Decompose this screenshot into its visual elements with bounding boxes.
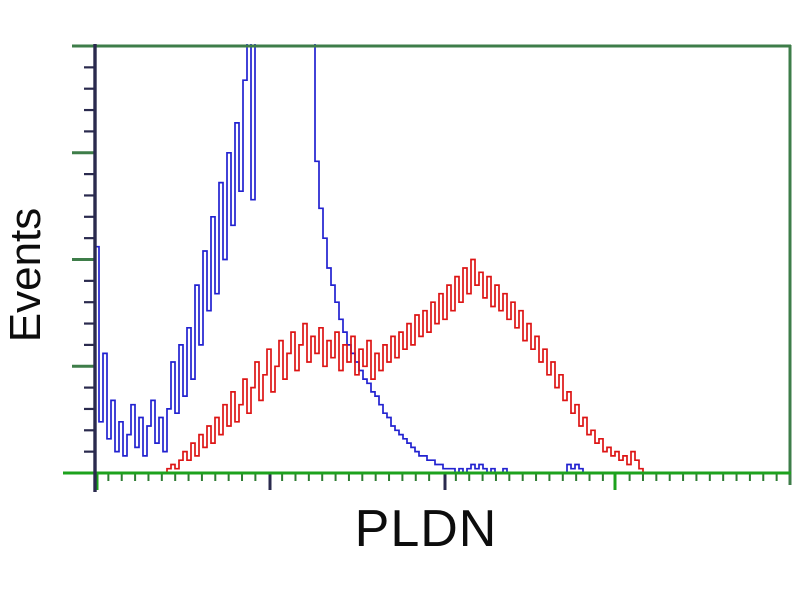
x-axis-label: PLDN — [355, 500, 498, 558]
y-axis-ticks — [72, 44, 95, 475]
y-axis-label: Events — [1, 208, 50, 343]
sample-series-trace — [95, 258, 790, 474]
x-axis-ticks — [95, 473, 778, 490]
plot-area — [94, 44, 790, 474]
control-series-trace — [94, 44, 790, 474]
